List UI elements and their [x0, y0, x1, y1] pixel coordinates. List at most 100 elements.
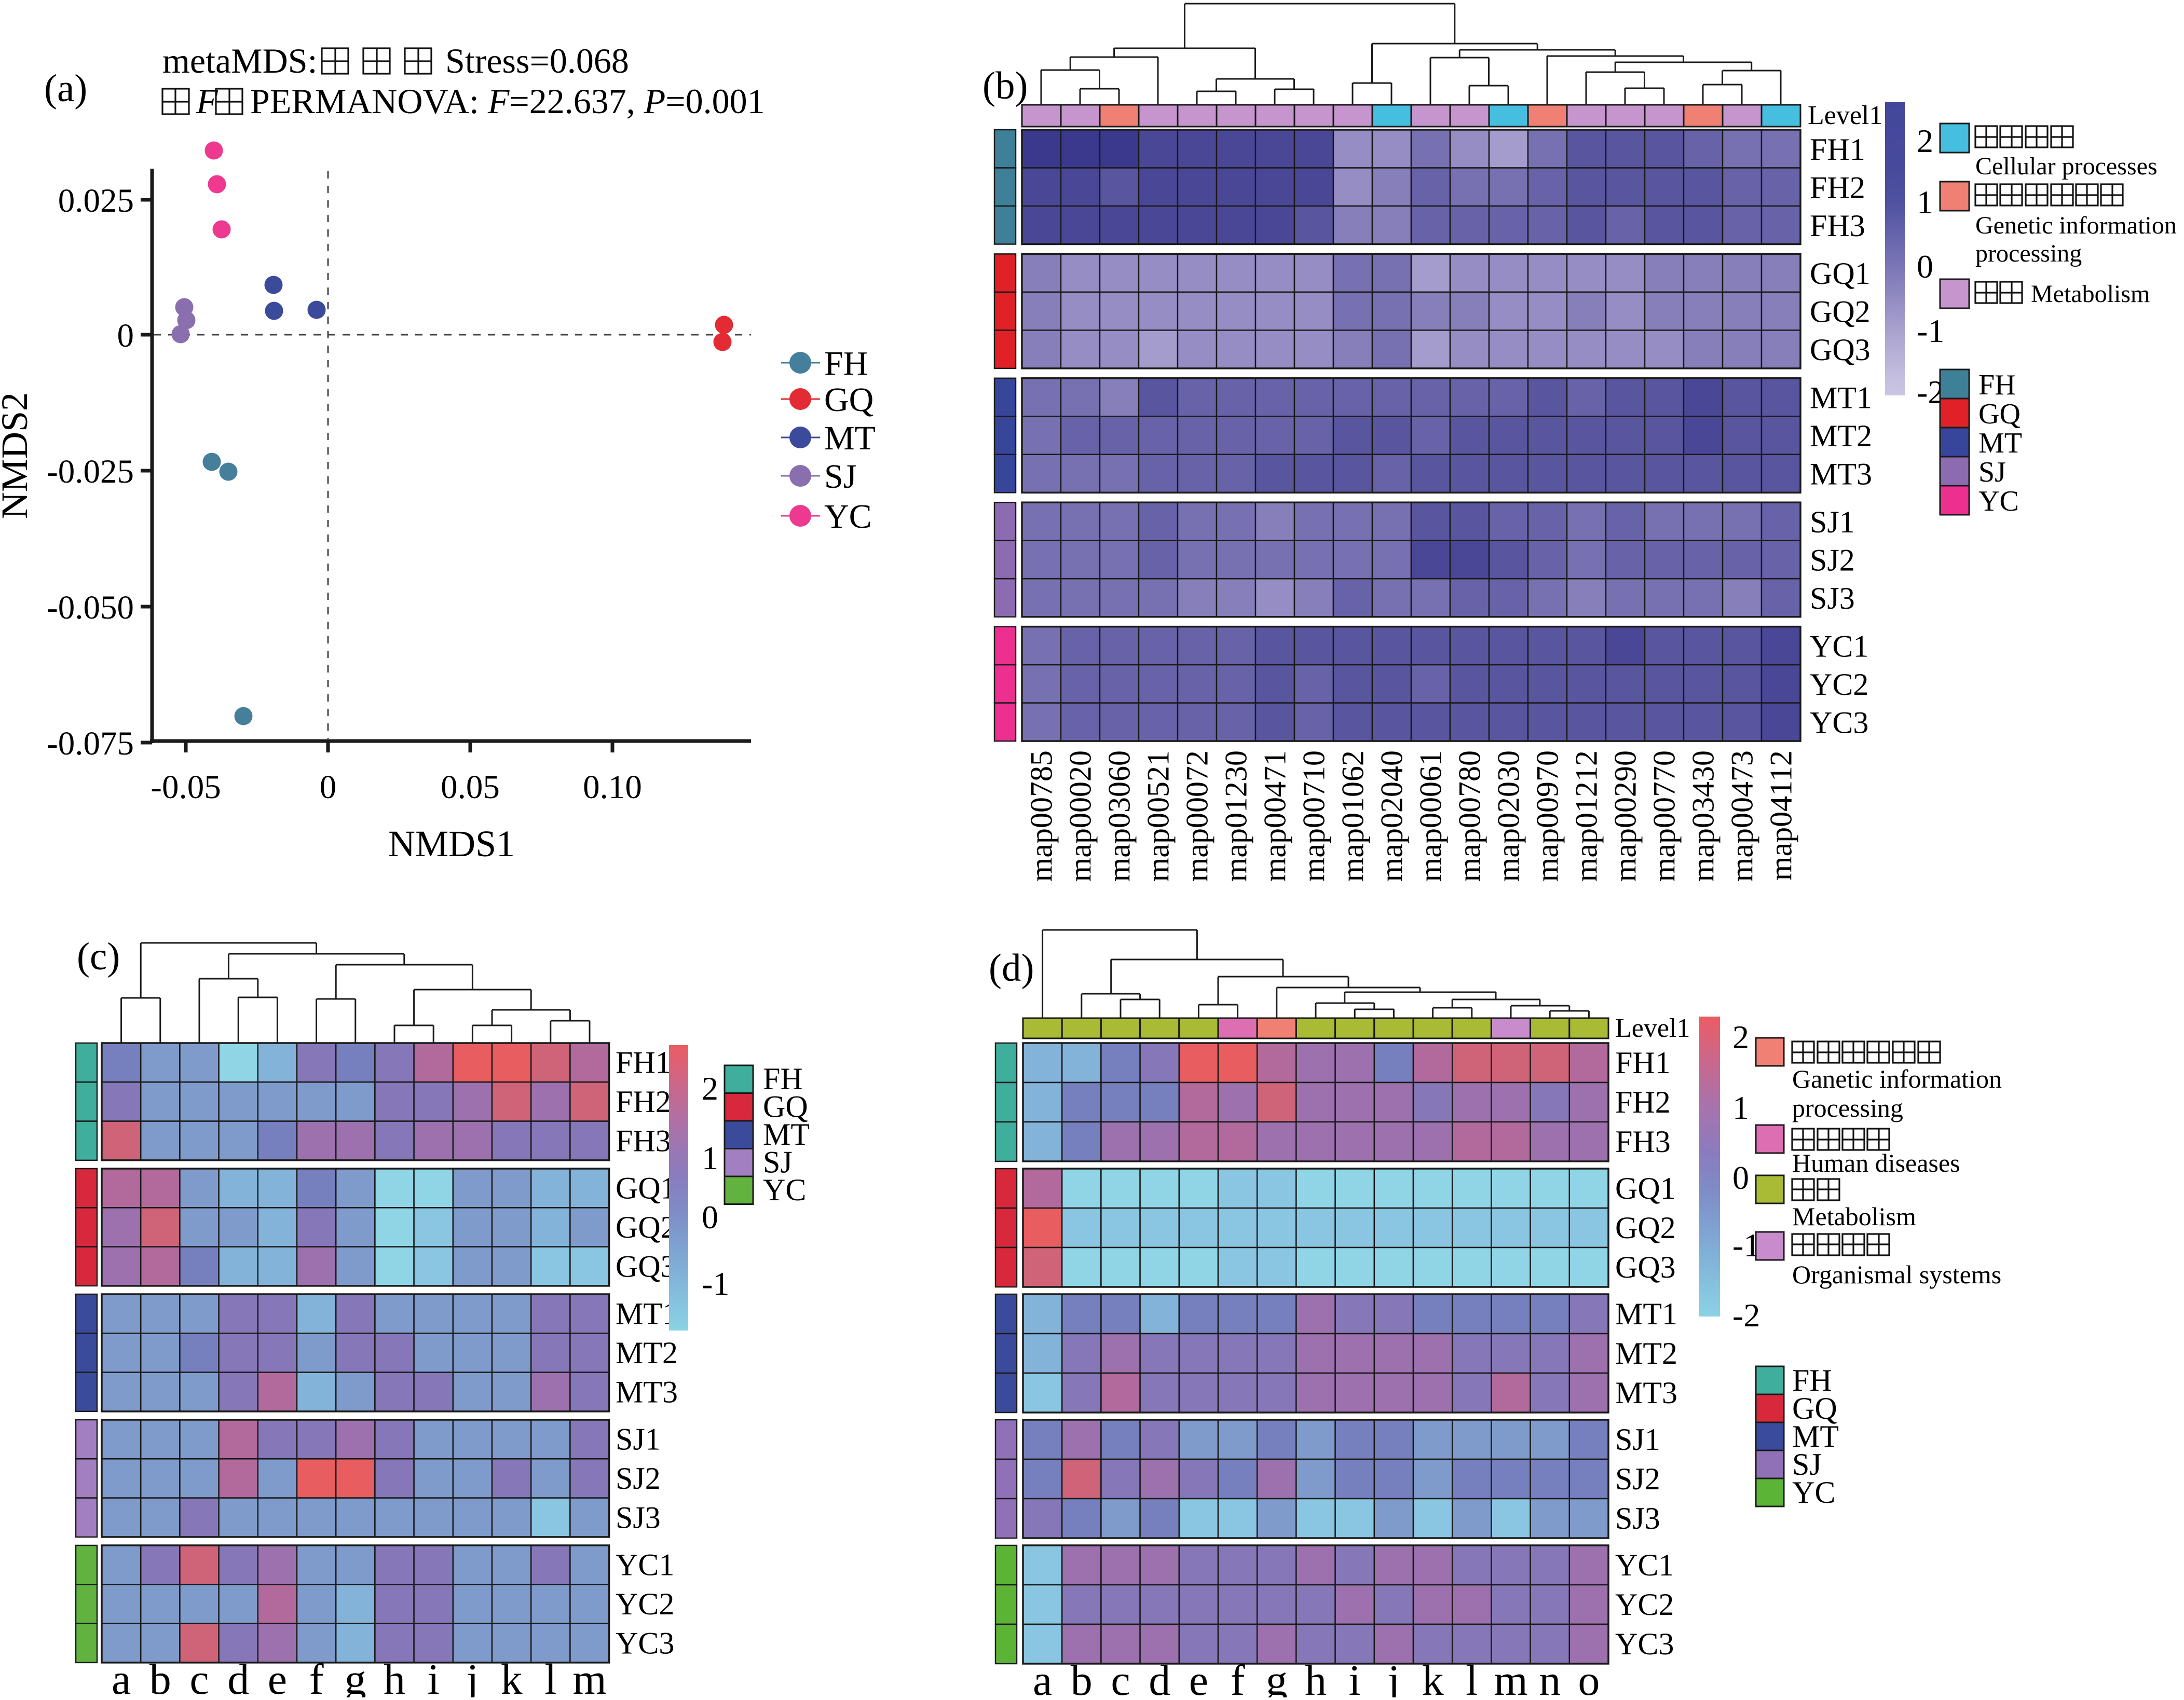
svg-text:l: l: [1466, 1656, 1478, 1697]
svg-text:0.05: 0.05: [441, 769, 500, 806]
svg-text:b: b: [149, 1655, 171, 1697]
svg-text:map01062: map01062: [1336, 750, 1370, 882]
svg-text:map02030: map02030: [1492, 750, 1526, 882]
svg-text:0: 0: [702, 1199, 718, 1236]
svg-text:g: g: [1266, 1656, 1288, 1697]
svg-text:MT: MT: [1792, 1419, 1839, 1454]
svg-text:FH2: FH2: [616, 1085, 671, 1119]
svg-text:0.025: 0.025: [58, 182, 134, 220]
svg-text:GQ: GQ: [824, 381, 873, 419]
svg-text:MT3: MT3: [616, 1375, 678, 1409]
svg-text:f: f: [309, 1655, 324, 1697]
svg-text:d: d: [1149, 1656, 1170, 1697]
svg-text:SJ1: SJ1: [616, 1422, 661, 1457]
svg-text:NMDS2: NMDS2: [0, 392, 35, 519]
svg-text:SJ1: SJ1: [1810, 505, 1855, 539]
svg-text:YC: YC: [824, 498, 872, 536]
svg-text:YC: YC: [1978, 485, 2019, 517]
svg-text:k: k: [1422, 1656, 1444, 1697]
svg-text:f: f: [1231, 1656, 1245, 1697]
svg-text:map01230: map01230: [1219, 750, 1253, 882]
svg-text:GQ3: GQ3: [1810, 333, 1871, 367]
svg-text:SJ2: SJ2: [616, 1461, 661, 1496]
svg-text:(d): (d): [989, 947, 1034, 990]
svg-text:-0.05: -0.05: [151, 769, 221, 806]
svg-text:SJ2: SJ2: [1810, 543, 1855, 577]
svg-text:FH2: FH2: [1810, 170, 1865, 204]
svg-text:MT2: MT2: [616, 1336, 678, 1370]
svg-text:YC3: YC3: [1615, 1627, 1674, 1661]
svg-text:h: h: [1305, 1656, 1327, 1697]
svg-text:i: i: [428, 1655, 440, 1697]
svg-text:e: e: [268, 1655, 287, 1697]
svg-text:MT1: MT1: [616, 1297, 678, 1331]
svg-text:YC3: YC3: [1810, 705, 1868, 739]
svg-text:YC1: YC1: [616, 1548, 674, 1582]
svg-text:1: 1: [702, 1140, 718, 1176]
svg-text:metaMDS:: metaMDS:: [162, 41, 317, 80]
svg-text:n: n: [1539, 1656, 1561, 1697]
svg-text:-0.050: -0.050: [47, 589, 134, 626]
svg-text:F: F: [196, 81, 219, 121]
svg-text:g: g: [345, 1655, 366, 1697]
svg-text:l: l: [544, 1655, 556, 1697]
svg-text:2: 2: [702, 1070, 718, 1107]
svg-text:map00780: map00780: [1453, 750, 1487, 882]
svg-text:map00061: map00061: [1414, 750, 1448, 882]
svg-text:GQ1: GQ1: [1810, 256, 1871, 291]
svg-text:(b): (b): [982, 64, 1028, 107]
svg-text:MT1: MT1: [1810, 381, 1872, 415]
svg-text:GQ: GQ: [1792, 1391, 1837, 1425]
svg-text:Genetic information: Genetic information: [1975, 212, 2177, 239]
svg-text:SJ: SJ: [763, 1145, 793, 1180]
svg-text:MT1: MT1: [1615, 1297, 1677, 1331]
svg-text:GQ1: GQ1: [616, 1171, 676, 1205]
svg-text:map01212: map01212: [1569, 750, 1604, 882]
svg-text:e: e: [1189, 1656, 1208, 1697]
svg-text:c: c: [189, 1655, 209, 1697]
svg-text:GQ2: GQ2: [616, 1210, 676, 1244]
svg-text:GQ: GQ: [1978, 398, 2021, 430]
svg-text:GQ1: GQ1: [1615, 1171, 1676, 1205]
svg-text:MT: MT: [1978, 427, 2022, 459]
svg-text:processing: processing: [1975, 240, 2082, 267]
svg-text:map00020: map00020: [1063, 750, 1098, 882]
svg-text:YC2: YC2: [1615, 1587, 1674, 1622]
svg-text:PERMANOVA: F=22.637, P=0.001: PERMANOVA: F=22.637, P=0.001: [250, 81, 765, 121]
svg-text:YC: YC: [763, 1173, 806, 1207]
svg-text:FH1: FH1: [1810, 132, 1865, 167]
svg-text:c: c: [1111, 1656, 1130, 1697]
svg-text:SJ1: SJ1: [1615, 1422, 1660, 1457]
svg-text:SJ3: SJ3: [1615, 1501, 1660, 1536]
svg-text:-1: -1: [702, 1265, 729, 1302]
svg-text:Organismal systems: Organismal systems: [1792, 1260, 2001, 1289]
svg-text:Human diseases: Human diseases: [1792, 1148, 1960, 1177]
svg-text:(c): (c): [77, 935, 120, 978]
svg-text:SJ2: SJ2: [1615, 1462, 1660, 1496]
svg-text:-0.075: -0.075: [47, 725, 134, 762]
svg-text:0: 0: [1917, 248, 1933, 285]
svg-text:-0.025: -0.025: [47, 453, 134, 490]
svg-text:map00521: map00521: [1141, 750, 1176, 882]
svg-text:map04112: map04112: [1764, 750, 1798, 881]
svg-text:SJ3: SJ3: [1810, 581, 1855, 615]
svg-text:k: k: [501, 1655, 523, 1697]
svg-text:map00710: map00710: [1297, 750, 1331, 882]
svg-text:MT2: MT2: [1615, 1336, 1677, 1370]
svg-text:MT2: MT2: [1810, 419, 1872, 453]
svg-text:map00473: map00473: [1725, 750, 1759, 882]
svg-text:NMDS1: NMDS1: [388, 823, 515, 865]
svg-text:m: m: [572, 1655, 606, 1697]
svg-text:-2: -2: [1732, 1297, 1760, 1334]
svg-text:YC3: YC3: [616, 1626, 674, 1660]
svg-text:SJ3: SJ3: [616, 1500, 661, 1534]
svg-text:map00785: map00785: [1025, 750, 1059, 882]
svg-text:map00970: map00970: [1531, 750, 1565, 882]
svg-text:map00072: map00072: [1180, 750, 1214, 882]
svg-text:MT3: MT3: [1615, 1376, 1677, 1410]
svg-text:YC: YC: [1792, 1475, 1835, 1510]
svg-text:YC1: YC1: [1615, 1548, 1674, 1582]
svg-text:SJ: SJ: [1792, 1447, 1822, 1482]
svg-text:d: d: [227, 1655, 249, 1697]
svg-text:processing: processing: [1792, 1093, 1903, 1122]
